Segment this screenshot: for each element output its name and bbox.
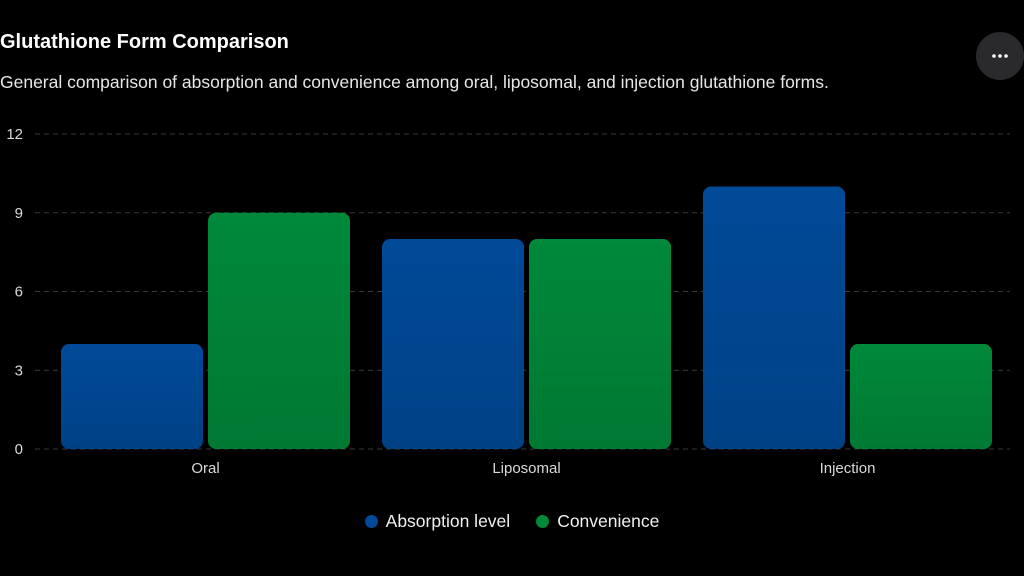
bars (61, 186, 992, 450)
legend-label-absorption: Absorption level (385, 511, 511, 531)
y-tick-label: 3 (15, 362, 23, 379)
more-horizontal-icon (992, 54, 1008, 58)
chart-subtitle: General comparison of absorption and con… (0, 72, 829, 92)
legend-swatch-convenience (536, 515, 550, 528)
x-tick-label: Injection (820, 460, 876, 477)
x-axis-labels: Oral Liposomal Injection (191, 460, 875, 477)
y-tick-label: 9 (15, 205, 23, 222)
legend: Absorption level Convenience (0, 511, 1024, 532)
bar-convenience-liposomal[interactable] (529, 239, 671, 449)
bar-convenience-oral[interactable] (208, 212, 350, 449)
y-tick-label: 6 (15, 284, 23, 301)
more-options-button[interactable] (976, 32, 1024, 80)
legend-item-absorption[interactable]: Absorption level (364, 511, 511, 532)
x-tick-label: Liposomal (492, 460, 560, 477)
y-tick-label: 0 (15, 441, 23, 458)
legend-label-convenience: Convenience (557, 511, 660, 531)
y-axis-ticks: 0 3 6 9 12 (6, 126, 23, 458)
y-tick-label: 12 (6, 126, 23, 143)
bar-absorption-injection[interactable] (703, 186, 845, 450)
bar-absorption-oral[interactable] (61, 344, 203, 449)
legend-swatch-absorption (364, 515, 378, 528)
x-tick-label: Oral (191, 460, 219, 477)
legend-item-convenience[interactable]: Convenience (536, 511, 659, 532)
bar-convenience-injection[interactable] (850, 344, 992, 449)
bar-absorption-liposomal[interactable] (382, 239, 524, 449)
chart-title: Glutathione Form Comparison (0, 31, 289, 53)
